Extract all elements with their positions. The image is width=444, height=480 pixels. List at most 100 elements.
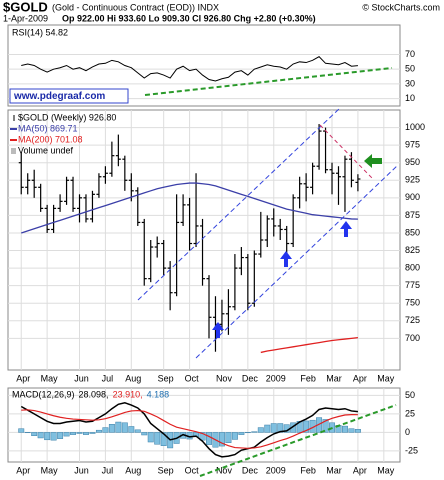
up-arrow	[212, 322, 224, 338]
y-tick-label: 0	[405, 427, 410, 437]
x-tick-label: May	[377, 465, 395, 475]
line-series	[20, 402, 358, 458]
rsi-trendline	[144, 67, 393, 96]
histogram-bar	[264, 424, 271, 433]
y-tick-label: 50	[405, 390, 415, 400]
histogram-bar	[154, 432, 161, 445]
histogram-bar	[63, 432, 70, 437]
resistance-line	[319, 124, 373, 179]
histogram-bar	[31, 432, 38, 436]
histogram-bar	[83, 432, 89, 435]
x-tick-label: May	[377, 373, 395, 383]
y-tick-label: 725	[405, 315, 420, 325]
histogram-bar	[134, 429, 141, 433]
legend-label: MA(50) 869.71	[18, 123, 78, 133]
x-tick-label: Apr	[353, 373, 367, 383]
histogram-bar	[322, 419, 329, 433]
date: 1-Apr-2009	[3, 13, 48, 23]
histogram-bar	[257, 427, 264, 433]
y-tick-label: 975	[405, 140, 420, 150]
legend-label: Volume undef	[18, 145, 74, 155]
y-tick-label: 925	[405, 175, 420, 185]
histogram-bar	[50, 432, 57, 441]
histogram-bar	[147, 432, 154, 443]
histogram-bar	[303, 420, 310, 433]
x-tick-label: Sep	[158, 465, 174, 475]
marks: 10 30 50 70 RSI(14) 54.82 700 725 750 775 800 825 8…	[7, 24, 425, 475]
x-tick-label: Apr	[16, 373, 30, 383]
y-tick-label: 10	[405, 93, 415, 103]
legend-label: 23.910,	[113, 389, 143, 399]
watermark: www.pdegraaf.com	[13, 91, 105, 102]
histogram-bar	[270, 423, 277, 433]
x-tick-label: Jun	[74, 465, 89, 475]
histogram-bar	[354, 429, 361, 433]
y-tick-label: 825	[405, 245, 420, 255]
panel-frame	[7, 24, 401, 107]
x-tick-label: Jul	[102, 373, 114, 383]
watermark-box	[9, 88, 129, 104]
macd-trendline	[199, 404, 397, 477]
line-series	[260, 336, 358, 354]
credit: © StockCharts.com	[362, 2, 440, 12]
up-arrow	[280, 251, 292, 267]
histogram-bar	[128, 426, 135, 433]
x-tick-label: Oct	[185, 465, 200, 475]
histogram-bar	[102, 427, 109, 433]
channel-upper	[137, 107, 341, 301]
y-tick-label: 1000	[405, 122, 425, 132]
histogram-bar	[348, 428, 355, 433]
x-tick-label: Apr	[353, 465, 367, 475]
line-series	[21, 409, 358, 449]
x-tick-label: Dec	[242, 373, 259, 383]
x-tick-label: Aug	[125, 373, 141, 383]
description: (Gold - Continuous Contract (EOD)) INDX	[52, 2, 219, 12]
legend-label: MA(200) 701.08	[18, 134, 83, 144]
histogram-bar	[115, 421, 122, 433]
histogram-bar	[95, 429, 102, 433]
x-tick-label: Mar	[326, 373, 342, 383]
x-tick-label: Feb	[300, 465, 316, 475]
x-tick-label: Apr	[16, 465, 30, 475]
channel-lower	[195, 164, 399, 359]
legend-label: $GOLD (Weekly) 926.80	[18, 112, 116, 122]
x-tick-label: Nov	[216, 373, 233, 383]
histogram-bar	[218, 432, 225, 447]
panel-title: MACD(12,26,9)	[12, 389, 75, 399]
x-tick-label: May	[41, 373, 59, 383]
legend-label: 4.188	[147, 389, 170, 399]
y-tick-label: 700	[405, 333, 420, 343]
legend-label: 28.098,	[79, 389, 109, 399]
histogram-bar	[70, 432, 77, 435]
up-arrow	[340, 221, 352, 237]
x-tick-label: 2009	[266, 373, 286, 383]
histogram-bar	[44, 432, 51, 441]
y-tick-label: 30	[405, 78, 415, 88]
x-tick-label: Jul	[102, 465, 114, 475]
y-tick-label: 25	[405, 408, 415, 418]
x-tick-label: Jun	[74, 373, 89, 383]
histogram-bar	[251, 431, 258, 433]
y-tick-label: 950	[405, 157, 420, 167]
histogram-bar	[141, 432, 148, 436]
y-tick-label: 70	[405, 49, 415, 59]
histogram-bar	[238, 432, 245, 435]
x-tick-label: May	[41, 465, 59, 475]
legend-swatch	[11, 148, 16, 154]
y-tick-label: 875	[405, 210, 420, 220]
y-tick-label: 850	[405, 227, 420, 237]
y-tick-label: -25	[405, 445, 418, 455]
panel-frame	[7, 387, 401, 463]
histogram-bar	[37, 432, 44, 439]
y-tick-label: 775	[405, 280, 420, 290]
histogram-bar	[18, 428, 25, 433]
annotations: www.pdegraaf.com	[9, 67, 399, 477]
quote: Op 922.00 Hi 933.60 Lo 909.30 Cl 926.80 …	[62, 13, 316, 23]
histogram-bar	[76, 432, 83, 434]
x-tick-label: 2009	[266, 465, 286, 475]
histogram-bar	[57, 432, 64, 439]
histogram-bar	[199, 432, 206, 441]
line-series	[21, 56, 358, 82]
y-tick-label: 900	[405, 192, 420, 202]
